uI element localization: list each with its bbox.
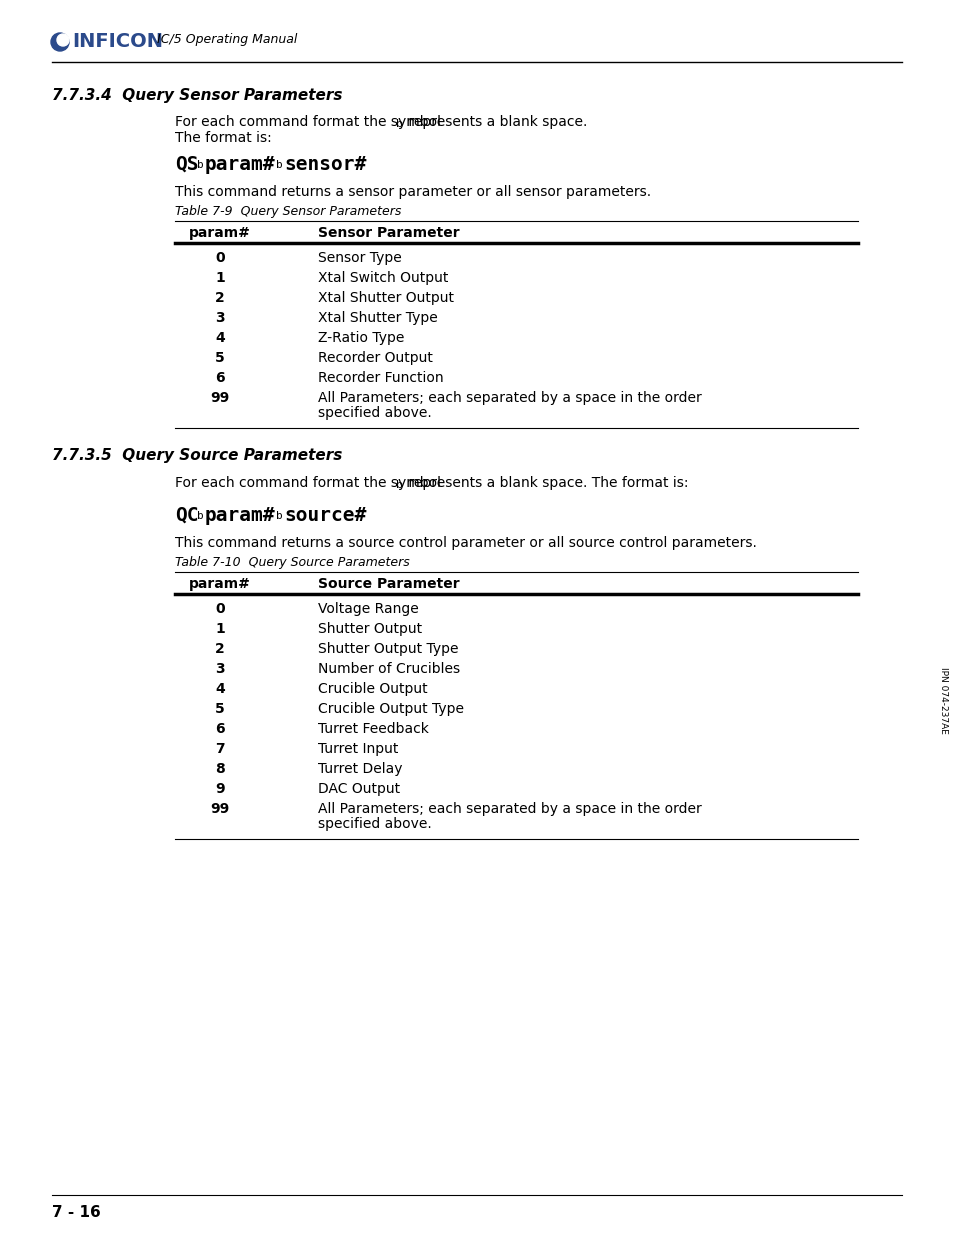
Text: 3: 3 — [215, 311, 225, 325]
Text: Turret Input: Turret Input — [317, 742, 398, 756]
Text: param#: param# — [205, 506, 275, 525]
Text: 0: 0 — [215, 251, 225, 266]
Text: sensor#: sensor# — [284, 156, 366, 174]
Text: 7: 7 — [215, 742, 225, 756]
Text: Crucible Output: Crucible Output — [317, 682, 427, 697]
Text: b: b — [395, 480, 402, 490]
Text: specified above.: specified above. — [317, 406, 432, 420]
Text: For each command format the symbol: For each command format the symbol — [174, 115, 445, 128]
Text: 7.7.3.5  Query Source Parameters: 7.7.3.5 Query Source Parameters — [52, 448, 342, 463]
Text: Table 7-10  Query Source Parameters: Table 7-10 Query Source Parameters — [174, 556, 410, 569]
Text: 9: 9 — [215, 782, 225, 797]
Text: 1: 1 — [214, 270, 225, 285]
Text: specified above.: specified above. — [317, 818, 432, 831]
Text: 4: 4 — [214, 331, 225, 345]
Text: represents a blank space. The format is:: represents a blank space. The format is: — [403, 475, 688, 490]
Text: Xtal Switch Output: Xtal Switch Output — [317, 270, 448, 285]
Text: b: b — [275, 511, 282, 521]
Text: QC: QC — [174, 506, 198, 525]
Text: Xtal Shutter Type: Xtal Shutter Type — [317, 311, 437, 325]
Text: param#: param# — [189, 577, 251, 592]
Text: Sensor Type: Sensor Type — [317, 251, 401, 266]
Text: 5: 5 — [214, 351, 225, 366]
Text: Sensor Parameter: Sensor Parameter — [317, 226, 459, 240]
Text: 1: 1 — [214, 622, 225, 636]
Text: Number of Crucibles: Number of Crucibles — [317, 662, 459, 676]
Text: 8: 8 — [214, 762, 225, 776]
Text: The format is:: The format is: — [174, 131, 272, 144]
Text: 3: 3 — [215, 662, 225, 676]
Text: DAC Output: DAC Output — [317, 782, 399, 797]
Text: b: b — [395, 119, 402, 128]
Text: 4: 4 — [214, 682, 225, 697]
Text: Z-Ratio Type: Z-Ratio Type — [317, 331, 404, 345]
Text: b: b — [275, 161, 282, 170]
Text: represents a blank space.: represents a blank space. — [403, 115, 587, 128]
Text: IC/5 Operating Manual: IC/5 Operating Manual — [157, 33, 297, 46]
Text: This command returns a source control parameter or all source control parameters: This command returns a source control pa… — [174, 536, 756, 550]
Text: Source Parameter: Source Parameter — [317, 577, 459, 592]
Text: 6: 6 — [215, 370, 225, 385]
Text: Table 7-9  Query Sensor Parameters: Table 7-9 Query Sensor Parameters — [174, 205, 401, 219]
Text: All Parameters; each separated by a space in the order: All Parameters; each separated by a spac… — [317, 802, 701, 816]
Text: This command returns a sensor parameter or all sensor parameters.: This command returns a sensor parameter … — [174, 185, 651, 199]
Text: 0: 0 — [215, 601, 225, 616]
Text: 99: 99 — [211, 391, 230, 405]
Text: Crucible Output Type: Crucible Output Type — [317, 701, 463, 716]
Text: 5: 5 — [214, 701, 225, 716]
Text: Shutter Output: Shutter Output — [317, 622, 421, 636]
Text: param#: param# — [189, 226, 251, 240]
Text: 7 - 16: 7 - 16 — [52, 1205, 101, 1220]
Text: 2: 2 — [214, 291, 225, 305]
Text: Xtal Shutter Output: Xtal Shutter Output — [317, 291, 454, 305]
Text: INFICON: INFICON — [71, 32, 163, 51]
Text: Turret Delay: Turret Delay — [317, 762, 402, 776]
Text: All Parameters; each separated by a space in the order: All Parameters; each separated by a spac… — [317, 391, 701, 405]
Text: 7.7.3.4  Query Sensor Parameters: 7.7.3.4 Query Sensor Parameters — [52, 88, 342, 103]
Circle shape — [57, 35, 69, 46]
Text: 99: 99 — [211, 802, 230, 816]
Text: Shutter Output Type: Shutter Output Type — [317, 642, 458, 656]
Text: Turret Feedback: Turret Feedback — [317, 722, 429, 736]
Text: b: b — [196, 511, 204, 521]
Text: QS: QS — [174, 156, 198, 174]
Text: Recorder Function: Recorder Function — [317, 370, 443, 385]
Text: source#: source# — [284, 506, 366, 525]
Text: Voltage Range: Voltage Range — [317, 601, 418, 616]
Circle shape — [51, 33, 69, 51]
Text: 2: 2 — [214, 642, 225, 656]
Text: b: b — [196, 161, 204, 170]
Text: IPN 074-237AE: IPN 074-237AE — [939, 667, 947, 734]
Text: For each command format the symbol: For each command format the symbol — [174, 475, 445, 490]
Text: 6: 6 — [215, 722, 225, 736]
Text: param#: param# — [205, 156, 275, 174]
Text: Recorder Output: Recorder Output — [317, 351, 433, 366]
